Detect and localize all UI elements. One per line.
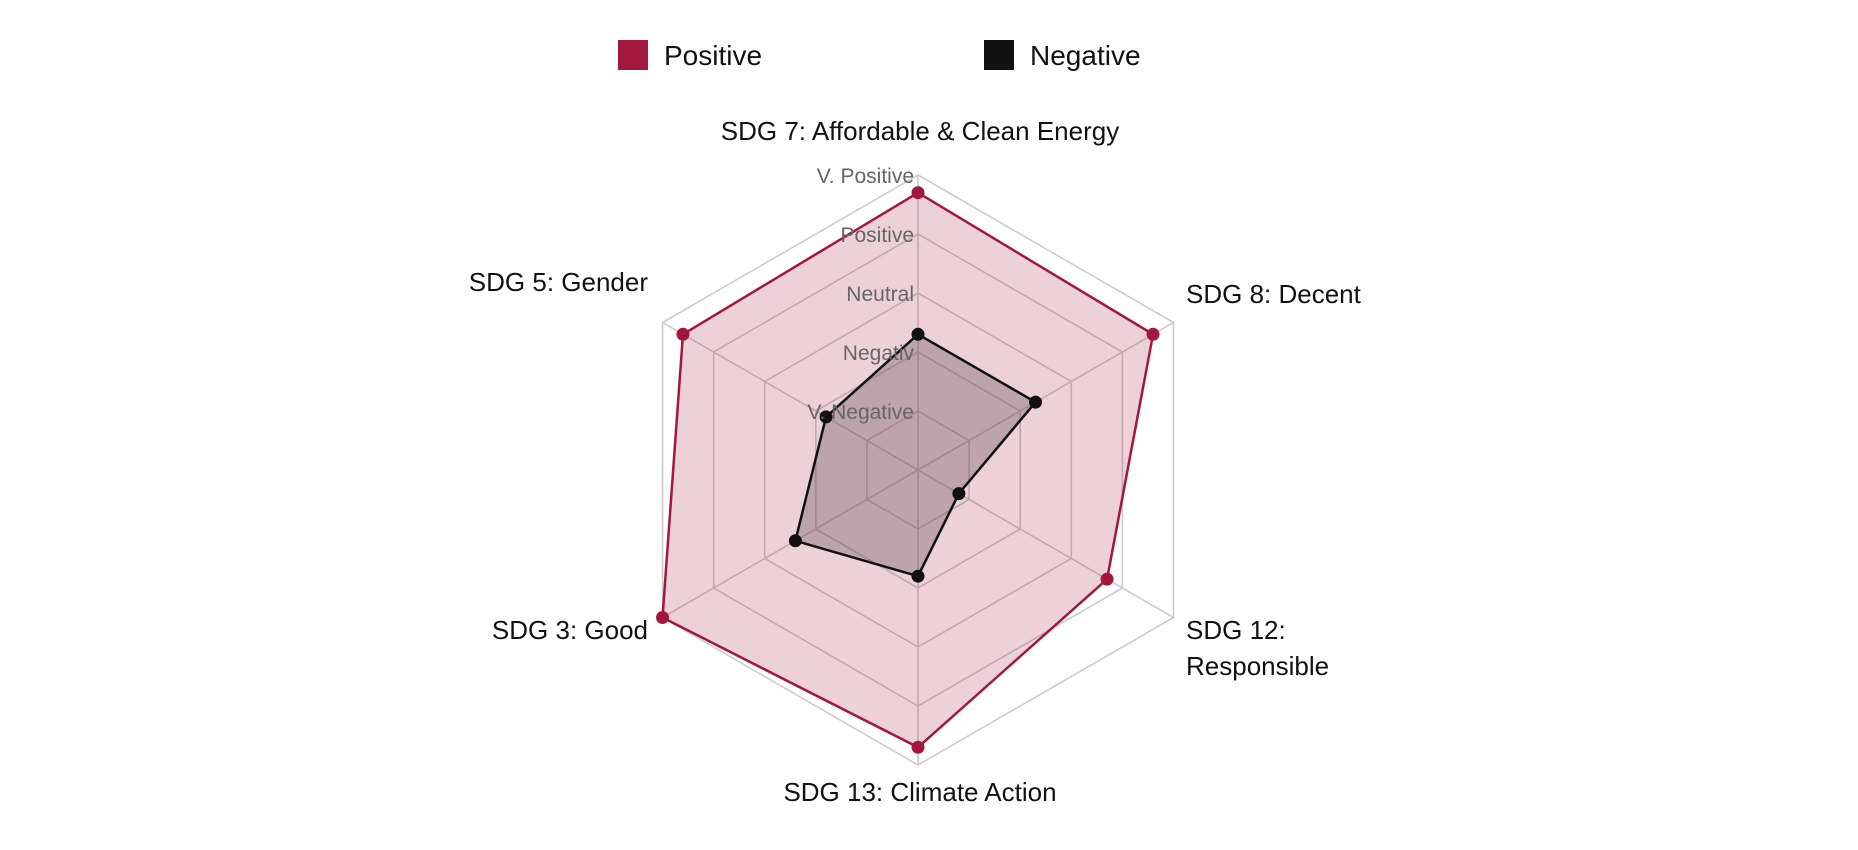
data-point-positive xyxy=(1146,327,1160,341)
category-label-sdg12: SDG 12: Responsible xyxy=(1186,615,1329,681)
radar-grid xyxy=(661,174,1175,766)
level-tick-label: V. Positive xyxy=(817,165,914,188)
data-point-negative xyxy=(819,410,833,424)
legend-swatch-positive xyxy=(618,40,648,70)
category-labels: SDG 7: Affordable & Clean Energy SDG 8: … xyxy=(469,116,1362,807)
category-label-sdg8: SDG 8: Decent xyxy=(1186,279,1362,309)
category-label-line: Responsible xyxy=(1186,651,1329,681)
data-point-positive xyxy=(1100,572,1114,586)
data-point-negative xyxy=(952,487,966,501)
level-tick-label: Negativ xyxy=(843,342,915,365)
data-point-negative xyxy=(1029,395,1043,409)
data-point-positive xyxy=(676,327,690,341)
data-point-positive xyxy=(656,611,670,624)
legend-label-positive: Positive xyxy=(664,40,762,71)
category-label-sdg13: SDG 13: Climate Action xyxy=(783,777,1056,807)
level-tick-label: Neutral xyxy=(846,283,914,306)
category-label-sdg3: SDG 3: Good xyxy=(492,615,648,645)
data-point-negative xyxy=(911,327,925,341)
category-label-line: SDG 12: xyxy=(1186,615,1286,645)
series-layer xyxy=(656,186,1160,754)
legend-swatch-negative xyxy=(984,40,1014,70)
level-tick-label: V. Negative xyxy=(807,401,914,424)
grid-spoke xyxy=(662,321,919,471)
legend-label-negative: Negative xyxy=(1030,40,1141,71)
category-label-sdg5: SDG 5: Gender xyxy=(469,267,649,297)
legend: Positive Negative xyxy=(618,40,1141,71)
data-point-negative xyxy=(911,569,925,583)
category-label-sdg7: SDG 7: Affordable & Clean Energy xyxy=(721,116,1119,146)
data-point-negative xyxy=(788,534,802,548)
data-point-positive xyxy=(911,740,925,754)
grid-spoke xyxy=(917,321,1174,471)
level-tick-label: Positive xyxy=(840,224,914,247)
data-point-positive xyxy=(911,186,925,200)
tick-labels: V. Negative Negativ Neutral Positive V. Posi… xyxy=(807,165,914,424)
